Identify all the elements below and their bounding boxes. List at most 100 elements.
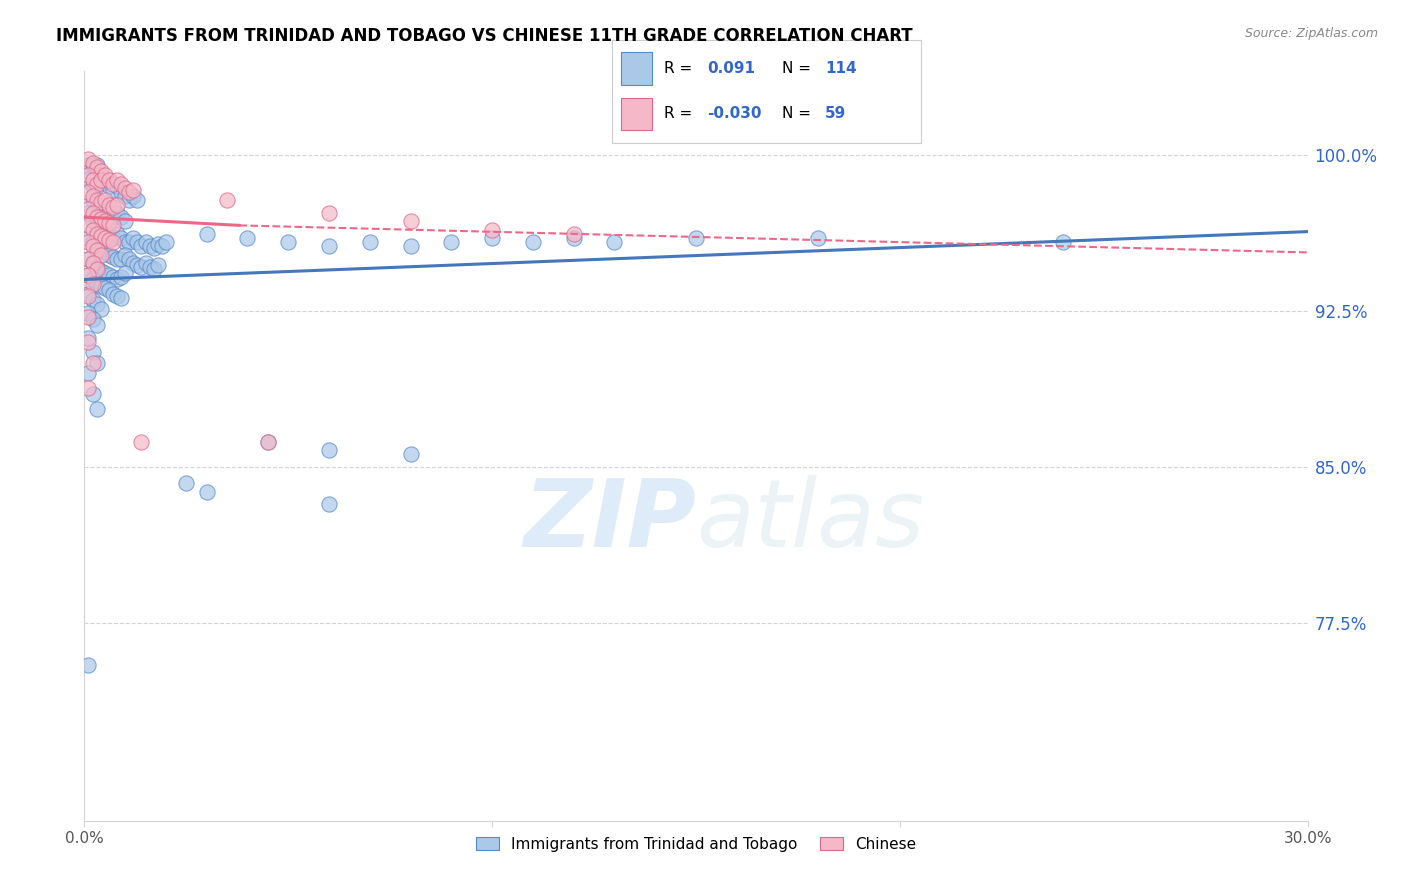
Point — [603, 235, 626, 249]
Point — [82, 194, 104, 208]
Point — [82, 256, 104, 270]
Point — [82, 206, 104, 220]
Point — [86, 401, 108, 416]
Point — [93, 266, 115, 280]
Point — [77, 206, 100, 220]
Point — [86, 356, 108, 370]
Point — [105, 178, 128, 193]
Point — [77, 169, 100, 183]
Point — [97, 268, 120, 283]
Point — [105, 227, 128, 241]
Point — [86, 177, 108, 191]
Point — [114, 247, 136, 261]
Bar — [621, 53, 652, 86]
Point — [481, 231, 503, 245]
Bar — [621, 97, 652, 130]
Point — [114, 181, 136, 195]
Point — [86, 318, 108, 333]
Legend: Immigrants from Trinidad and Tobago, Chinese: Immigrants from Trinidad and Tobago, Chi… — [470, 830, 922, 858]
Point — [122, 189, 145, 203]
Point — [101, 231, 124, 245]
Point — [77, 235, 100, 249]
Point — [110, 177, 132, 191]
Point — [110, 291, 132, 305]
Point — [135, 256, 157, 270]
Point — [86, 239, 108, 253]
Point — [359, 235, 381, 249]
Point — [146, 237, 169, 252]
Point — [122, 183, 145, 197]
Point — [86, 297, 108, 311]
Point — [77, 268, 100, 283]
Point — [318, 443, 340, 458]
Point — [105, 252, 128, 266]
Point — [97, 227, 120, 241]
Point — [90, 264, 112, 278]
Point — [97, 178, 120, 193]
Point — [195, 227, 218, 241]
Text: atlas: atlas — [696, 475, 924, 566]
Point — [122, 231, 145, 245]
Point — [77, 289, 100, 303]
Point — [82, 235, 104, 249]
Point — [101, 200, 124, 214]
Point — [77, 185, 100, 199]
Point — [82, 293, 104, 308]
Point — [195, 484, 218, 499]
Point — [77, 310, 100, 324]
Point — [277, 235, 299, 249]
Point — [77, 366, 100, 380]
Point — [257, 434, 280, 449]
Point — [440, 235, 463, 249]
Point — [101, 210, 124, 224]
Point — [82, 156, 104, 170]
Point — [90, 212, 112, 227]
Point — [90, 301, 112, 316]
Point — [101, 235, 124, 249]
Text: 114: 114 — [825, 62, 856, 77]
Point — [86, 227, 108, 241]
Point — [93, 231, 115, 245]
Text: -0.030: -0.030 — [707, 106, 762, 121]
Point — [101, 177, 124, 191]
Point — [217, 194, 239, 208]
Point — [90, 200, 112, 214]
Text: Source: ZipAtlas.com: Source: ZipAtlas.com — [1244, 27, 1378, 40]
Point — [114, 189, 136, 203]
Point — [77, 306, 100, 320]
Point — [90, 247, 112, 261]
Point — [110, 185, 132, 199]
Point — [82, 239, 104, 253]
Point — [105, 206, 128, 220]
Point — [110, 210, 132, 224]
Point — [101, 183, 124, 197]
Point — [135, 235, 157, 249]
Point — [97, 247, 120, 261]
Point — [77, 381, 100, 395]
Point — [86, 194, 108, 208]
Point — [114, 235, 136, 249]
Point — [77, 219, 100, 233]
Point — [97, 206, 120, 220]
Point — [131, 239, 153, 253]
Point — [399, 214, 422, 228]
Point — [807, 231, 830, 245]
Point — [97, 172, 120, 186]
Point — [90, 244, 112, 258]
Point — [562, 227, 585, 241]
Point — [127, 194, 149, 208]
Point — [86, 244, 108, 258]
Point — [236, 231, 259, 245]
Point — [77, 252, 100, 266]
Point — [97, 216, 120, 230]
Point — [562, 231, 585, 245]
Point — [131, 434, 153, 449]
Point — [82, 387, 104, 401]
Point — [82, 356, 104, 370]
Point — [155, 235, 177, 249]
Point — [127, 258, 149, 272]
Text: 59: 59 — [825, 106, 846, 121]
Point — [77, 334, 100, 349]
Point — [90, 220, 112, 235]
Point — [97, 233, 120, 247]
